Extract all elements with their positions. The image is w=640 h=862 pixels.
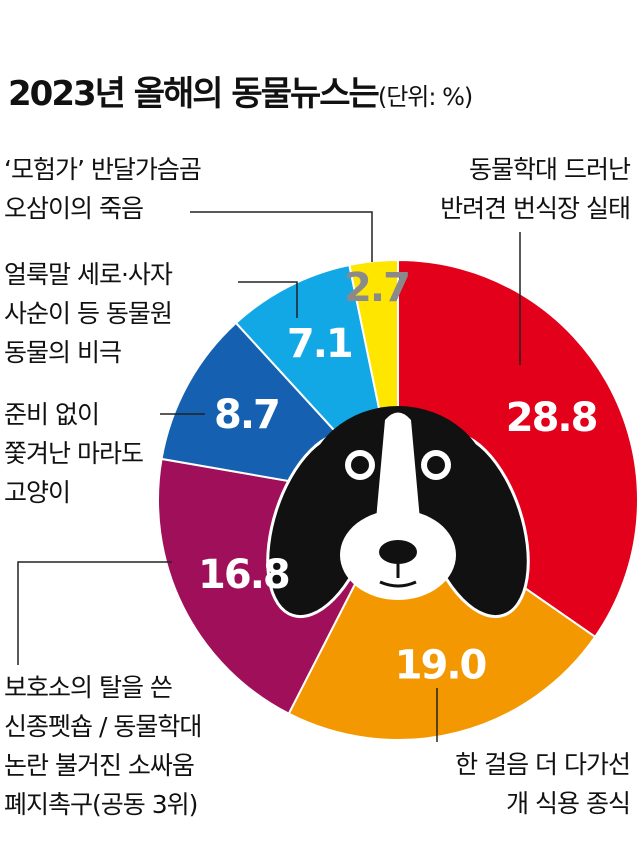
value-label: 8.7 <box>214 392 279 438</box>
value-label: 7.1 <box>287 321 352 367</box>
value-label: 2.7 <box>344 265 409 311</box>
pie-slice <box>397 258 639 639</box>
leader-line <box>238 281 298 318</box>
leader-lines <box>17 211 521 742</box>
pie-slice <box>287 498 597 741</box>
chart-subtitle: (단위: %) <box>377 83 473 111</box>
title-block: 2023년 올해의 동물뉴스는(단위: %) <box>8 66 473 115</box>
category-label: 준비 없이 쫓겨난 마라도 고양이 <box>4 400 144 507</box>
category-label: 얼룩말 세로·사자 사순이 등 동물원 동물의 비극 <box>4 260 173 367</box>
category-label: 보호소의 탈을 쓴 신종펫숍 / 동물학대 논란 불거진 소싸움 폐지촉구(공동… <box>4 673 202 819</box>
value-label: 16.8 <box>198 552 289 598</box>
category-label: ‘모험가’ 반달가슴곰 오삼이의 죽음 <box>4 155 202 223</box>
category-label: 동물학대 드러난 반려견 번식장 실태 <box>440 155 631 223</box>
chart-title: 2023년 올해의 동물뉴스는 <box>8 74 380 114</box>
value-label: 28.8 <box>506 395 597 441</box>
dog-illustration <box>266 406 530 619</box>
leader-line <box>190 211 373 262</box>
value-label: 19.0 <box>395 643 486 689</box>
leader-line <box>17 561 172 665</box>
category-label: 한 걸음 더 다가선 개 식용 종식 <box>455 750 631 818</box>
